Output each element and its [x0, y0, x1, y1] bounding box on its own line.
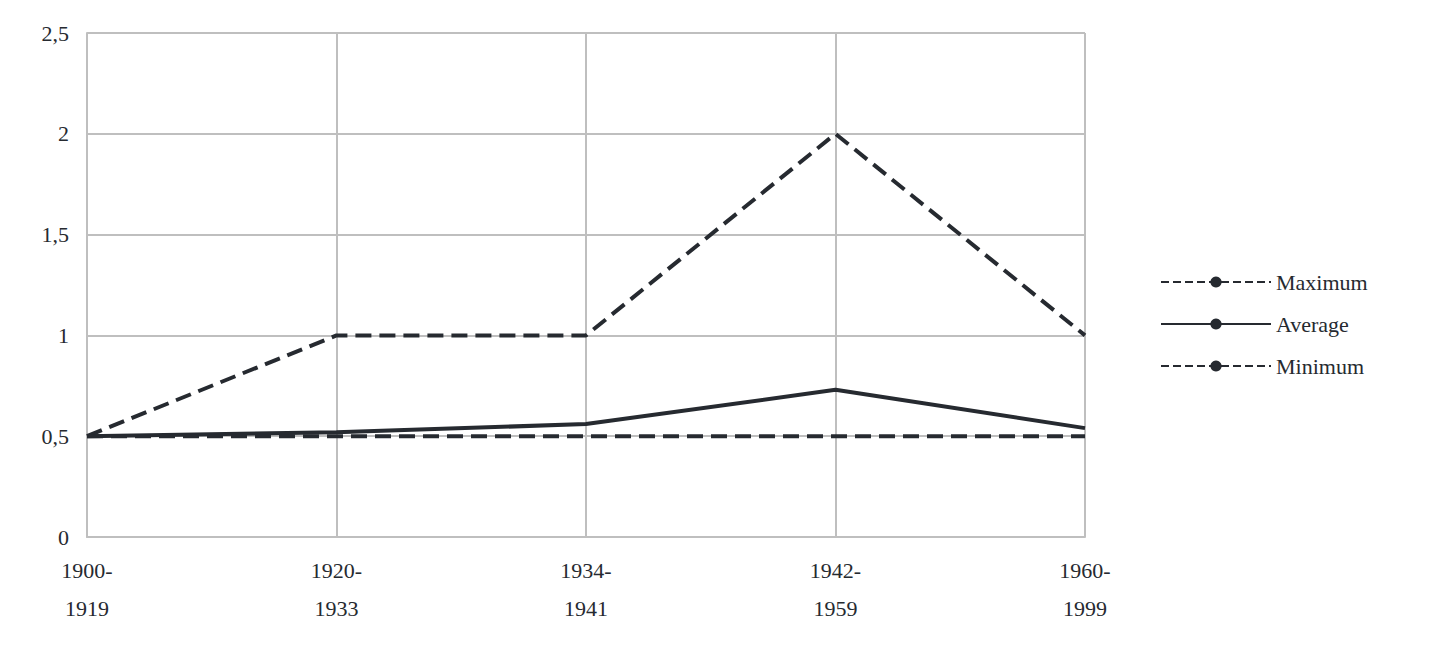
svg-text:1959: 1959: [814, 596, 858, 621]
svg-text:2,5: 2,5: [42, 21, 70, 46]
svg-text:0: 0: [58, 525, 69, 550]
svg-text:1,5: 1,5: [42, 222, 70, 247]
svg-text:1920-: 1920-: [311, 558, 362, 583]
svg-text:1933: 1933: [315, 596, 359, 621]
svg-text:0,5: 0,5: [42, 424, 70, 449]
svg-text:Minimum: Minimum: [1276, 354, 1364, 379]
svg-text:1941: 1941: [564, 596, 608, 621]
svg-text:1942-: 1942-: [810, 558, 861, 583]
svg-text:1: 1: [58, 323, 69, 348]
svg-text:1934-: 1934-: [560, 558, 611, 583]
svg-text:Maximum: Maximum: [1276, 270, 1368, 295]
svg-text:Average: Average: [1276, 312, 1349, 337]
svg-text:1999: 1999: [1063, 596, 1107, 621]
svg-text:2: 2: [58, 121, 69, 146]
svg-text:1900-: 1900-: [61, 558, 112, 583]
svg-text:1919: 1919: [65, 596, 109, 621]
svg-text:1960-: 1960-: [1059, 558, 1110, 583]
